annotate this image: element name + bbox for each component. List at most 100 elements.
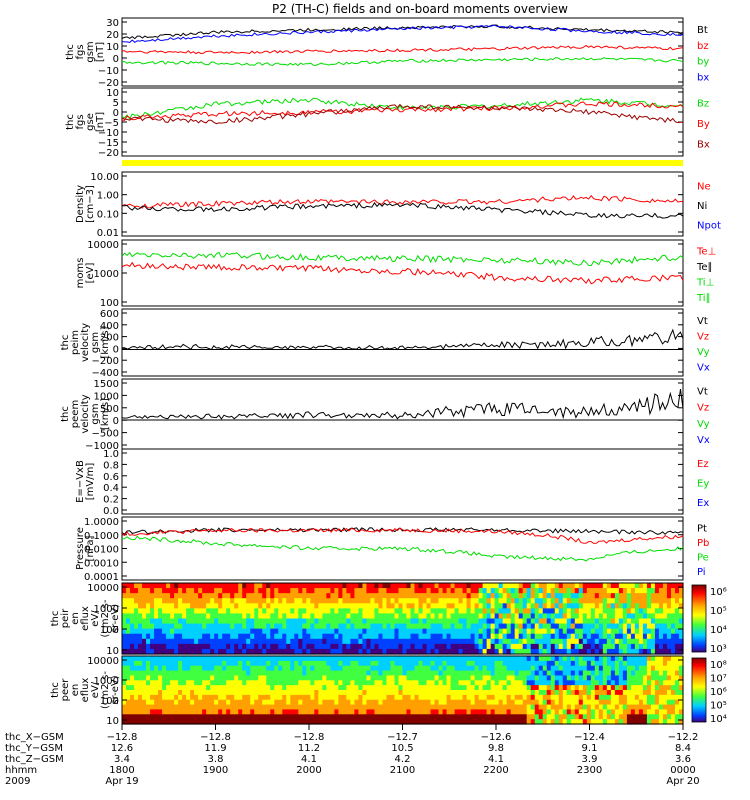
- spectrogram-cell: [590, 648, 596, 655]
- spectrogram-cell: [578, 613, 584, 620]
- spectrogram-cell: [306, 660, 311, 667]
- spectrogram-cell: [474, 714, 480, 720]
- spectrogram-cell: [446, 656, 452, 662]
- spectrogram-cell: [470, 608, 476, 615]
- spectrogram-cell: [638, 660, 644, 667]
- spectrogram-cell: [398, 675, 404, 681]
- spectrogram-cell: [610, 603, 616, 609]
- spectrogram-cell: [494, 623, 500, 630]
- spectrogram-cell: [598, 623, 604, 630]
- spectrogram-cell: [382, 643, 388, 650]
- spectrogram-cell: [486, 623, 492, 630]
- spectrogram-cell: [590, 638, 596, 645]
- spectrogram-cell: [382, 699, 388, 706]
- spectrogram-cell: [214, 633, 219, 640]
- spectrogram-cell: [246, 699, 251, 706]
- spectrogram-cell: [254, 613, 259, 620]
- spectrogram-cell: [134, 714, 139, 720]
- spectrogram-cell: [542, 699, 548, 706]
- spectrogram-cell: [422, 588, 428, 594]
- spectrogram-cell: [202, 628, 207, 635]
- spectrogram-cell: [650, 618, 656, 625]
- spectrogram-cell: [554, 648, 560, 655]
- spectrogram-cell: [462, 588, 468, 594]
- spectrogram-cell: [298, 665, 303, 672]
- spectrogram-cell: [658, 670, 664, 677]
- spectrogram-cell: [298, 680, 303, 686]
- spectrogram-cell: [606, 588, 612, 594]
- spectrogram-cell: [422, 714, 428, 720]
- spectrogram-cell: [594, 719, 600, 725]
- spectrogram-cell: [154, 588, 159, 594]
- spectrogram-cell: [226, 618, 231, 625]
- spectrogram-cell: [586, 608, 592, 615]
- spectrogram-cell: [370, 680, 376, 686]
- spectrogram-cell: [646, 699, 652, 706]
- spectrogram-cell: [570, 588, 576, 594]
- spectrogram-cell: [566, 638, 572, 645]
- spectrogram-cell: [358, 685, 364, 691]
- spectrogram-cell: [390, 613, 396, 620]
- spectrogram-cell: [350, 648, 356, 655]
- spectrogram-cell: [394, 648, 400, 655]
- spectrogram-cell: [134, 618, 139, 625]
- spectrogram-cell: [310, 680, 315, 686]
- spectrogram-cell: [538, 660, 544, 667]
- spectrogram-cell: [294, 719, 299, 725]
- spectrogram-cell: [298, 628, 303, 635]
- spectrogram-cell: [534, 603, 540, 609]
- spectrogram-cell: [462, 583, 468, 589]
- spectrogram-cell: [518, 648, 524, 655]
- spectrogram-cell: [354, 665, 360, 672]
- spectrogram-cell: [430, 618, 436, 625]
- spectrogram-cell: [454, 583, 460, 589]
- spectrogram-cell: [618, 613, 624, 620]
- spectrogram-cell: [138, 704, 143, 711]
- spectrogram-cell: [222, 699, 227, 706]
- spectrogram-cell: [446, 623, 452, 630]
- spectrogram-cell: [290, 583, 295, 589]
- spectrogram-cell: [574, 680, 580, 686]
- spectrogram-cell: [650, 694, 656, 701]
- spectrogram-cell: [582, 665, 588, 672]
- y-tick-label: 1.0000: [84, 517, 119, 528]
- spectrogram-cell: [630, 699, 636, 706]
- spectrogram-cell: [278, 618, 283, 625]
- spectrogram-cell: [650, 588, 656, 594]
- spectrogram-cell: [186, 694, 191, 701]
- spectrogram-cell: [602, 643, 608, 650]
- spectrogram-cell: [650, 593, 656, 599]
- spectrogram-cell: [294, 643, 299, 650]
- spectrogram-cell: [410, 633, 416, 640]
- spectrogram-cell: [346, 656, 352, 662]
- x-tick-label: −12.2: [668, 732, 699, 743]
- spectrogram-cell: [170, 660, 175, 667]
- spectrogram-cell: [554, 699, 560, 706]
- spectrogram-cell: [382, 608, 388, 615]
- spectrogram-cell: [570, 633, 576, 640]
- spectrogram-cell: [566, 588, 572, 594]
- spectrogram-cell: [466, 638, 472, 645]
- spectrogram-cell: [186, 648, 191, 655]
- spectrogram-cell: [406, 623, 412, 630]
- spectrogram-cell: [122, 699, 127, 706]
- spectrogram-cell: [266, 603, 271, 609]
- spectrogram-cell: [530, 660, 536, 667]
- spectrogram-cell: [530, 704, 536, 711]
- spectrogram-cell: [418, 709, 424, 715]
- spectrogram-cell: [446, 665, 452, 672]
- spectrogram-cell: [662, 694, 668, 701]
- spectrogram-cell: [122, 613, 127, 620]
- spectrogram-cell: [498, 714, 504, 720]
- spectrogram-cell: [382, 613, 388, 620]
- spectrogram-cell: [474, 623, 480, 630]
- spectrogram-cell: [458, 690, 464, 696]
- spectrogram-cell: [614, 704, 620, 711]
- spectrogram-cell: [142, 643, 147, 650]
- spectrogram-cell: [498, 675, 504, 681]
- spectrogram-cell: [274, 593, 279, 599]
- spectrogram-cell: [202, 670, 207, 677]
- spectrogram-cell: [322, 690, 327, 696]
- spectrogram-cell: [342, 583, 347, 589]
- spectrogram-cell: [146, 618, 151, 625]
